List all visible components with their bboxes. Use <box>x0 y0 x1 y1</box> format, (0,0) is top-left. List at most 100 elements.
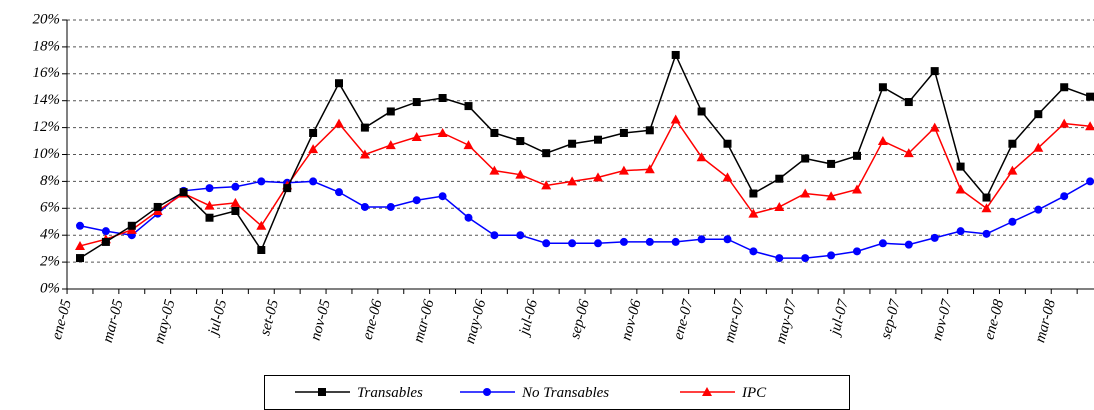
marker <box>930 67 939 76</box>
marker <box>749 189 758 198</box>
marker <box>904 240 913 249</box>
marker <box>930 233 939 242</box>
marker <box>516 231 525 240</box>
marker <box>231 182 240 191</box>
x-tick-label: nov-06 <box>618 297 644 342</box>
marker <box>1034 205 1043 214</box>
marker <box>619 237 628 246</box>
x-tick-label: jul-05 <box>205 297 230 338</box>
marker <box>309 128 318 137</box>
marker <box>1007 165 1018 175</box>
marker <box>1085 121 1094 131</box>
marker <box>283 184 292 193</box>
series-line <box>79 52 1091 259</box>
marker <box>775 254 784 263</box>
marker <box>748 208 759 218</box>
x-tick-label: set-05 <box>257 297 282 337</box>
marker <box>723 235 732 244</box>
marker <box>359 149 370 159</box>
x-tick-label: mar-05 <box>100 297 127 344</box>
marker <box>697 107 706 116</box>
y-tick-label: 14% <box>33 92 61 108</box>
marker <box>490 231 499 240</box>
y-tick-label: 2% <box>40 254 60 270</box>
marker <box>1059 118 1070 128</box>
marker <box>256 220 267 230</box>
marker <box>153 202 162 211</box>
y-tick-label: 8% <box>40 173 60 189</box>
x-tick-label: may-05 <box>151 297 178 345</box>
marker <box>1086 92 1094 101</box>
marker <box>670 114 681 124</box>
marker <box>671 237 680 246</box>
marker <box>515 169 526 179</box>
marker <box>463 140 474 150</box>
marker <box>982 229 991 238</box>
marker <box>826 191 837 201</box>
marker <box>671 50 680 59</box>
marker <box>801 154 810 163</box>
marker <box>412 98 421 107</box>
y-tick-label: 16% <box>33 65 61 81</box>
marker <box>411 132 422 142</box>
marker <box>1008 217 1017 226</box>
series-line <box>79 180 1091 259</box>
marker <box>541 180 552 190</box>
marker <box>489 165 500 175</box>
marker <box>774 201 785 211</box>
marker <box>775 174 784 183</box>
x-tick-label: sep-06 <box>567 297 593 340</box>
marker <box>101 237 110 246</box>
marker <box>76 254 84 263</box>
marker <box>697 235 706 244</box>
marker <box>335 188 343 197</box>
marker <box>801 254 810 263</box>
x-tick-label: mar-06 <box>411 297 438 344</box>
marker <box>878 239 887 248</box>
marker <box>542 239 551 248</box>
marker <box>593 172 603 182</box>
x-tick-label: nov-05 <box>308 297 334 342</box>
series-line <box>79 118 1091 247</box>
marker <box>230 197 241 207</box>
marker <box>309 177 318 186</box>
legend-label: IPC <box>741 385 767 401</box>
marker <box>386 202 395 211</box>
marker <box>360 202 369 211</box>
marker <box>853 151 861 160</box>
marker <box>619 128 628 137</box>
x-tick-label: mar-08 <box>1032 297 1059 344</box>
x-tick-label: jul-06 <box>516 297 541 338</box>
marker <box>800 188 811 198</box>
legend-box <box>264 375 850 410</box>
marker <box>438 94 447 103</box>
marker <box>568 139 577 148</box>
marker <box>205 213 214 222</box>
marker <box>1086 177 1094 186</box>
marker <box>903 148 914 158</box>
marker <box>385 140 396 150</box>
marker <box>645 126 654 135</box>
x-tick-label: nov-07 <box>929 296 956 342</box>
marker <box>904 98 913 107</box>
marker <box>308 144 319 154</box>
marker <box>257 177 266 186</box>
y-tick-label: 0% <box>40 280 60 296</box>
marker <box>594 239 602 248</box>
marker <box>722 172 733 182</box>
marker <box>412 196 421 205</box>
y-tick-label: 6% <box>40 200 60 216</box>
marker <box>438 192 447 201</box>
marker <box>386 107 395 116</box>
x-tick-label: ene-07 <box>670 296 696 341</box>
marker <box>490 128 499 137</box>
marker <box>360 123 369 132</box>
marker <box>568 239 577 248</box>
x-tick-label: may-07 <box>773 296 800 345</box>
marker <box>749 247 758 256</box>
x-tick-label: ene-05 <box>49 297 75 341</box>
y-tick-label: 18% <box>33 38 61 54</box>
legend-label: Transables <box>357 385 423 401</box>
x-tick-label: ene-08 <box>981 297 1007 341</box>
